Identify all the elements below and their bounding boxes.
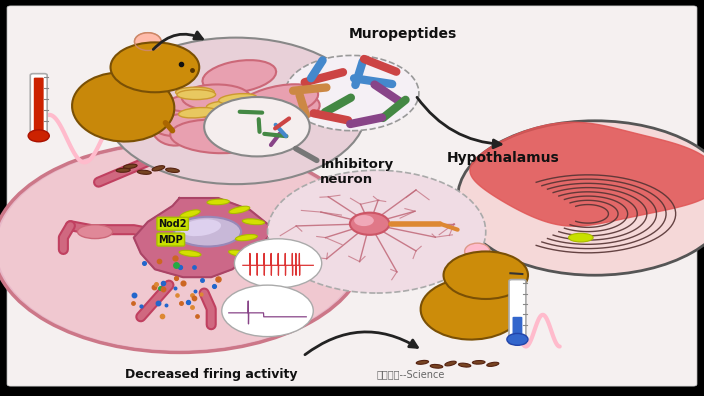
Ellipse shape (235, 84, 318, 121)
Circle shape (285, 55, 419, 131)
Ellipse shape (170, 120, 263, 153)
Ellipse shape (430, 364, 443, 368)
FancyBboxPatch shape (509, 280, 526, 344)
Circle shape (350, 213, 389, 235)
Polygon shape (134, 198, 275, 277)
Ellipse shape (269, 93, 320, 120)
Ellipse shape (420, 278, 523, 339)
Circle shape (444, 251, 528, 299)
Ellipse shape (465, 243, 490, 260)
Ellipse shape (568, 233, 593, 242)
Circle shape (0, 145, 363, 350)
Ellipse shape (214, 112, 262, 140)
Ellipse shape (472, 360, 485, 364)
Ellipse shape (72, 72, 175, 141)
Ellipse shape (177, 89, 215, 99)
Circle shape (354, 215, 374, 226)
Ellipse shape (123, 164, 137, 168)
Ellipse shape (207, 199, 230, 205)
Ellipse shape (174, 217, 241, 246)
Ellipse shape (134, 32, 161, 51)
Text: Muropeptides: Muropeptides (348, 27, 457, 41)
Circle shape (458, 121, 704, 275)
Ellipse shape (220, 104, 263, 134)
Text: Inhibitory
neuron: Inhibitory neuron (320, 158, 394, 186)
Ellipse shape (229, 250, 250, 257)
Ellipse shape (458, 363, 471, 367)
Ellipse shape (77, 225, 113, 238)
Ellipse shape (235, 234, 258, 241)
Ellipse shape (137, 170, 151, 174)
Polygon shape (470, 122, 704, 226)
Ellipse shape (152, 166, 165, 171)
Ellipse shape (219, 93, 257, 104)
Circle shape (204, 97, 310, 156)
Circle shape (106, 38, 366, 184)
Circle shape (507, 333, 528, 345)
Ellipse shape (152, 110, 196, 146)
Text: Hypothalamus: Hypothalamus (447, 151, 560, 166)
Circle shape (234, 239, 322, 288)
Ellipse shape (165, 168, 180, 172)
FancyBboxPatch shape (513, 317, 522, 340)
Ellipse shape (206, 101, 245, 111)
Circle shape (0, 143, 366, 352)
Ellipse shape (178, 108, 217, 118)
FancyBboxPatch shape (30, 74, 47, 140)
Circle shape (111, 42, 199, 92)
Text: MDP: MDP (158, 234, 183, 245)
Circle shape (28, 130, 49, 142)
Ellipse shape (154, 114, 209, 136)
Ellipse shape (175, 87, 214, 97)
Text: Nod2: Nod2 (158, 219, 187, 229)
Ellipse shape (416, 360, 429, 364)
Ellipse shape (486, 362, 499, 366)
Text: 图片来源--Science: 图片来源--Science (377, 369, 445, 379)
FancyBboxPatch shape (34, 78, 44, 137)
FancyBboxPatch shape (7, 6, 697, 386)
Circle shape (222, 285, 313, 337)
Ellipse shape (116, 168, 130, 172)
Ellipse shape (180, 219, 221, 236)
Ellipse shape (203, 60, 276, 93)
Circle shape (268, 170, 486, 293)
Ellipse shape (242, 219, 265, 225)
Ellipse shape (445, 361, 456, 366)
Text: Decreased firing activity: Decreased firing activity (125, 368, 298, 381)
Ellipse shape (229, 206, 250, 213)
Ellipse shape (179, 250, 201, 257)
Ellipse shape (180, 210, 200, 218)
Ellipse shape (165, 95, 236, 123)
Ellipse shape (182, 84, 250, 110)
